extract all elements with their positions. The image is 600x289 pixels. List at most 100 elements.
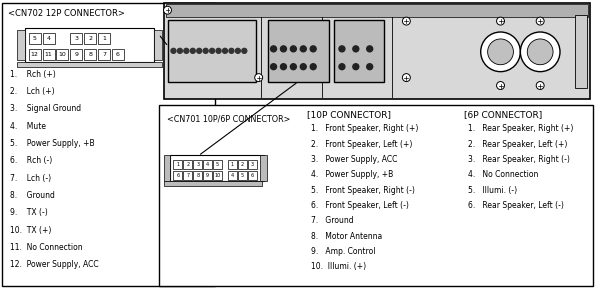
Bar — [29, 49, 41, 60]
Bar — [203, 160, 212, 169]
Circle shape — [178, 48, 182, 53]
Circle shape — [197, 48, 202, 53]
Circle shape — [242, 48, 247, 53]
Text: [10P CONNECTOR]: [10P CONNECTOR] — [307, 110, 391, 119]
Circle shape — [271, 64, 277, 70]
Text: 2: 2 — [186, 162, 190, 167]
Bar — [98, 49, 110, 60]
Circle shape — [353, 64, 359, 70]
Bar — [70, 33, 82, 44]
Text: 3: 3 — [251, 162, 254, 167]
Text: 10.  TX (+): 10. TX (+) — [10, 226, 51, 235]
Text: 7.   Ground: 7. Ground — [311, 216, 354, 225]
Text: <CN702 12P CONNECTOR>: <CN702 12P CONNECTOR> — [8, 9, 125, 18]
Circle shape — [481, 32, 520, 72]
Bar — [84, 49, 96, 60]
Circle shape — [235, 48, 241, 53]
Circle shape — [353, 46, 359, 52]
Text: 3: 3 — [74, 36, 79, 41]
Bar — [193, 171, 202, 180]
Circle shape — [184, 48, 189, 53]
Text: 2: 2 — [241, 162, 244, 167]
Bar — [248, 160, 257, 169]
Text: 4.   No Connection: 4. No Connection — [468, 170, 538, 179]
Bar — [173, 160, 182, 169]
Bar — [25, 28, 154, 62]
Bar — [164, 3, 590, 99]
Text: 12.  Power Supply, ACC: 12. Power Supply, ACC — [10, 260, 98, 269]
Text: 1.    Rch (+): 1. Rch (+) — [10, 70, 56, 79]
Bar — [56, 49, 68, 60]
Text: 1: 1 — [231, 162, 234, 167]
Circle shape — [367, 46, 373, 52]
Text: 3.   Rear Speaker, Right (-): 3. Rear Speaker, Right (-) — [468, 155, 569, 164]
Bar — [238, 171, 247, 180]
Text: 6.   Front Speaker, Left (-): 6. Front Speaker, Left (-) — [311, 201, 409, 210]
Bar — [98, 33, 110, 44]
Bar — [228, 160, 237, 169]
Circle shape — [255, 74, 263, 81]
Text: 5: 5 — [33, 36, 37, 41]
Circle shape — [216, 48, 221, 53]
Text: 1: 1 — [102, 36, 106, 41]
Bar — [260, 155, 266, 181]
Circle shape — [536, 17, 544, 25]
Bar — [17, 62, 161, 67]
Circle shape — [290, 46, 296, 52]
Circle shape — [497, 17, 505, 25]
Text: 6: 6 — [251, 173, 254, 178]
Bar — [268, 20, 329, 81]
Text: 9.   Amp. Control: 9. Amp. Control — [311, 247, 376, 256]
Text: 8.   Motor Antenna: 8. Motor Antenna — [311, 232, 382, 241]
Circle shape — [367, 64, 373, 70]
Circle shape — [310, 64, 316, 70]
Bar — [164, 155, 170, 181]
Bar — [173, 171, 182, 180]
Text: 12: 12 — [31, 52, 38, 57]
Text: 6: 6 — [176, 173, 179, 178]
Text: 2.   Front Speaker, Left (+): 2. Front Speaker, Left (+) — [311, 140, 413, 149]
Bar — [169, 20, 256, 81]
Text: 6.   Rear Speaker, Left (-): 6. Rear Speaker, Left (-) — [468, 201, 563, 210]
Circle shape — [209, 48, 215, 53]
Bar — [70, 49, 82, 60]
Circle shape — [497, 81, 505, 90]
Bar — [213, 171, 222, 180]
Text: 7: 7 — [102, 52, 106, 57]
Text: <CN701 10P/6P CONNECTOR>: <CN701 10P/6P CONNECTOR> — [167, 114, 290, 123]
Text: [6P CONNECTOR]: [6P CONNECTOR] — [464, 110, 542, 119]
Bar — [228, 171, 237, 180]
Bar — [154, 30, 161, 60]
Bar — [238, 160, 247, 169]
Circle shape — [301, 46, 306, 52]
Circle shape — [488, 39, 514, 65]
Text: 8.    Ground: 8. Ground — [10, 191, 55, 200]
Text: 4: 4 — [206, 162, 209, 167]
Text: 8: 8 — [196, 173, 199, 178]
Circle shape — [229, 48, 234, 53]
Bar — [575, 15, 587, 88]
Bar — [184, 160, 192, 169]
Circle shape — [339, 64, 345, 70]
Circle shape — [280, 46, 286, 52]
Text: 10: 10 — [59, 52, 67, 57]
Text: 1.   Rear Speaker, Right (+): 1. Rear Speaker, Right (+) — [468, 124, 573, 133]
Circle shape — [310, 46, 316, 52]
Text: 11: 11 — [44, 52, 52, 57]
Text: 9.    TX (-): 9. TX (-) — [10, 208, 47, 217]
Bar — [112, 49, 124, 60]
Text: 4.    Mute: 4. Mute — [10, 122, 46, 131]
Circle shape — [203, 48, 208, 53]
Circle shape — [164, 6, 172, 14]
Bar — [43, 33, 55, 44]
Circle shape — [339, 46, 345, 52]
Text: 5: 5 — [241, 173, 244, 178]
Circle shape — [301, 64, 306, 70]
Text: 9: 9 — [206, 173, 209, 178]
Circle shape — [280, 64, 286, 70]
Bar — [164, 181, 262, 186]
Text: 4: 4 — [231, 173, 234, 178]
Bar — [184, 171, 192, 180]
Text: 2.    Lch (+): 2. Lch (+) — [10, 87, 55, 96]
Text: 1.   Front Speaker, Right (+): 1. Front Speaker, Right (+) — [311, 124, 419, 133]
